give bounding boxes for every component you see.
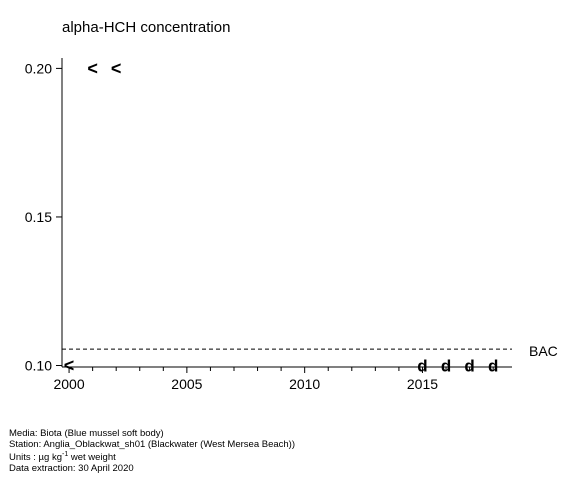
chart-ticks: 0.10 0.15 0.20 2000 2005 2010 2015 [25,60,494,392]
bac-label: BAC [529,343,558,359]
footer-extraction: Data extraction: 30 April 2020 [9,462,134,474]
data-point: < [64,356,75,376]
data-point: < [87,58,98,78]
x-tick-label: 2005 [171,376,202,392]
chart-footer: Media: Biota (Blue mussel soft body) Sta… [9,428,296,474]
data-point: d [417,357,427,376]
footer-units-suffix: wet weight [68,452,116,464]
data-point: d [488,357,498,376]
x-tick-label: 2010 [289,376,320,392]
x-tick-label: 2015 [407,376,438,392]
chart-title: alpha-HCH concentration [62,19,231,36]
chart-axes [61,58,512,368]
footer-units-prefix: Units : µg kg [9,452,62,464]
data-point: < [111,58,122,78]
footer-units-exponent: -1 [62,451,69,458]
y-tick-label: 0.10 [25,358,52,374]
footer-media: Media: Biota (Blue mussel soft body) [9,428,164,439]
y-tick-label: 0.20 [25,60,52,76]
data-point: d [441,357,451,376]
bac-reference-line: BAC [62,343,558,359]
chart-points: << <d d d d [64,58,499,375]
y-tick-label: 0.15 [25,209,52,225]
footer-station: Station: Anglia_Oblackwat_sh01 (Blackwat… [9,438,296,450]
data-point: d [464,357,474,376]
footer-units: Units : µg kg-1 wet weight [9,450,295,464]
x-tick-label: 2000 [53,376,84,392]
